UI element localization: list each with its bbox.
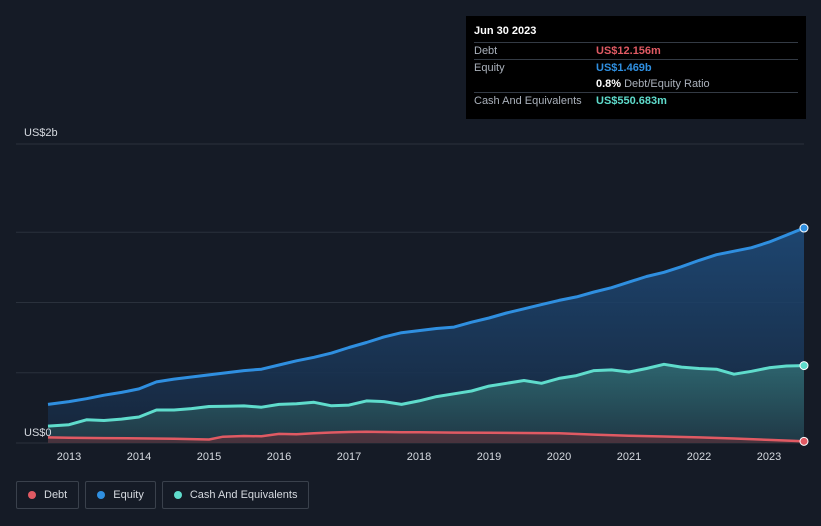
legend-item-debt[interactable]: Debt <box>16 481 80 509</box>
equity-end-marker <box>799 223 809 233</box>
axis-layer: US$2b US$0 2013 2014 2015 2016 2017 2018 2019 2… <box>24 127 781 463</box>
equity-dot-icon <box>97 491 106 499</box>
tooltip-date: Jun 30 2023 <box>474 25 537 37</box>
debt-dot-icon <box>28 491 36 499</box>
equity-line <box>47 226 805 406</box>
tooltip-row-ratio: 0.8% Debt/Equity Ratio <box>474 76 798 92</box>
marker-layer <box>799 223 809 446</box>
x-tick-label-2013: 2013 <box>57 451 81 463</box>
cash-line <box>47 362 805 428</box>
data-tooltip: Jun 30 2023 Debt US$12.156m Equity US$1.… <box>466 16 806 119</box>
tooltip-cash-label: Cash And Equivalents <box>474 95 582 107</box>
legend-label-cash: Cash And Equivalents <box>189 489 298 501</box>
x-tick-label-2019: 2019 <box>477 451 501 463</box>
cash-end-marker <box>799 361 809 371</box>
x-tick-label-2020: 2020 <box>547 451 571 463</box>
cash-area <box>48 364 804 443</box>
x-tick-label-2014: 2014 <box>127 451 151 463</box>
x-tick-label-2021: 2021 <box>617 451 641 463</box>
tooltip-equity-value: US$1.469b <box>596 62 652 74</box>
tooltip-ratio-label: Debt/Equity Ratio <box>624 78 710 90</box>
tooltip-ratio-value: 0.8% <box>596 78 622 90</box>
tooltip-debt-label: Debt <box>474 45 498 57</box>
y-tick-label-top: US$2b <box>24 127 58 139</box>
tooltip-cash-value: US$550.683m <box>596 95 667 107</box>
x-tick-label-2017: 2017 <box>337 451 361 463</box>
tooltip-row-equity: Equity US$1.469b <box>474 59 798 76</box>
x-tick-label-2022: 2022 <box>687 451 711 463</box>
chart-legend: Debt Equity Cash And Equivalents <box>16 481 310 509</box>
tooltip-row-debt: Debt US$12.156m <box>474 42 798 59</box>
x-tick-label-2018: 2018 <box>407 451 431 463</box>
x-tick-label-2023: 2023 <box>757 451 781 463</box>
y-tick-label-bottom: US$0 <box>24 427 52 439</box>
legend-item-cash[interactable]: Cash And Equivalents <box>161 481 310 509</box>
debt-end-marker <box>799 436 809 446</box>
tooltip-ratio: 0.8% Debt/Equity Ratio <box>596 76 710 92</box>
line-layer <box>47 226 805 443</box>
x-tick-label-2016: 2016 <box>267 451 291 463</box>
debt-line <box>47 430 805 443</box>
tooltip-row-cash: Cash And Equivalents US$550.683m <box>474 92 798 109</box>
legend-label-debt: Debt <box>44 489 68 501</box>
debt-area <box>48 431 804 443</box>
cash-dot-icon <box>173 491 182 499</box>
tooltip-equity-label: Equity <box>474 62 505 74</box>
x-tick-label-2015: 2015 <box>197 451 221 463</box>
tooltip-debt-value: US$12.156m <box>596 45 661 57</box>
legend-item-equity[interactable]: Equity <box>85 481 156 509</box>
area-layer <box>48 228 804 443</box>
legend-label-equity: Equity <box>113 489 144 501</box>
